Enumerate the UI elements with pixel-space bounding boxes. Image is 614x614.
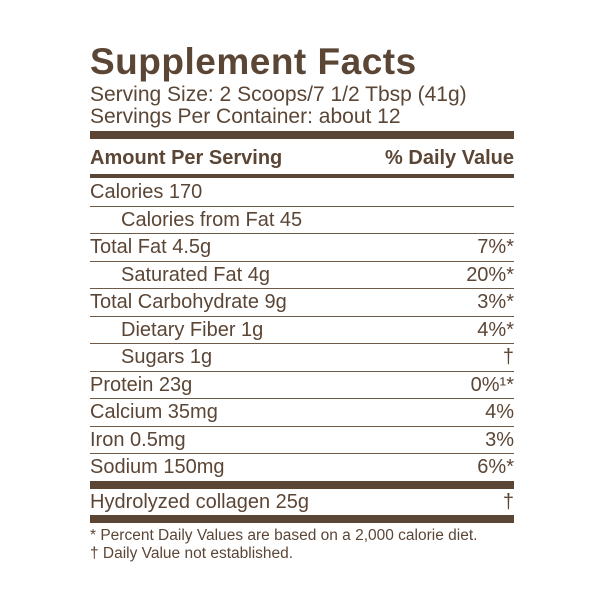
facts-rows: Calories 170 Calories from Fat 45 Total Fa… bbox=[90, 179, 514, 523]
fact-row-label: Calories from Fat 45 bbox=[121, 208, 303, 231]
fact-row: Calories 170 bbox=[90, 179, 514, 207]
panel-title: Supplement Facts bbox=[90, 41, 417, 82]
fact-row-value: 4%* bbox=[477, 318, 514, 341]
fact-row-value: 7%* bbox=[477, 236, 514, 258]
fact-row: Total Fat 4.5g 7%* bbox=[90, 234, 514, 262]
fact-row-label: Total Carbohydrate 9g bbox=[90, 291, 287, 313]
fact-row-value: † bbox=[502, 490, 514, 513]
fact-row-label: Dietary Fiber 1g bbox=[121, 318, 264, 341]
fact-row: Iron 0.5mg 3% bbox=[90, 427, 514, 454]
fact-row: Hydrolyzed collagen 25g † bbox=[90, 489, 514, 523]
fact-row-value: 6%* bbox=[477, 456, 514, 478]
fact-row-value: † bbox=[502, 346, 514, 368]
fact-row: Calories from Fat 45 bbox=[90, 207, 514, 234]
serving-size: Serving Size: 2 Scoops/7 1/2 Tbsp (41g) bbox=[90, 83, 467, 106]
footnote-daily-values: * Percent Daily Values are based on a 2,… bbox=[90, 527, 478, 544]
fact-row-label: Saturated Fat 4g bbox=[121, 263, 270, 286]
divider-thick-top bbox=[90, 131, 514, 139]
column-header-amount: Amount Per Serving bbox=[90, 147, 283, 169]
fact-row-label: Calories 170 bbox=[90, 181, 203, 203]
footnotes: * Percent Daily Values are based on a 2,… bbox=[90, 527, 514, 563]
fact-row-value: 4% bbox=[485, 401, 514, 423]
fact-row: Sodium 150mg 6%* bbox=[90, 454, 514, 489]
fact-row-value: 20%* bbox=[466, 263, 514, 286]
fact-row-label: Hydrolyzed collagen 25g bbox=[90, 490, 310, 513]
fact-row-value: 3%* bbox=[477, 291, 514, 313]
fact-row-label: Protein 23g bbox=[90, 373, 193, 396]
fact-row-value: 3% bbox=[485, 428, 514, 451]
column-header-row: Amount Per Serving % Daily Value bbox=[90, 139, 514, 174]
fact-row: Sugars 1g † bbox=[90, 344, 514, 372]
fact-row-label: Sodium 150mg bbox=[90, 456, 225, 478]
footnote-not-established: † Daily Value not established. bbox=[90, 545, 294, 562]
fact-row: Protein 23g 0%¹* bbox=[90, 372, 514, 399]
fact-row: Calcium 35mg 4% bbox=[90, 399, 514, 427]
fact-row-label: Calcium 35mg bbox=[90, 401, 218, 423]
column-header-daily-value: % Daily Value bbox=[385, 147, 514, 169]
fact-row: Total Carbohydrate 9g 3%* bbox=[90, 289, 514, 317]
fact-row-value: 0%¹* bbox=[470, 373, 514, 396]
divider-medium-header bbox=[90, 174, 514, 178]
fact-row: Saturated Fat 4g 20%* bbox=[90, 262, 514, 289]
fact-row-label: Sugars 1g bbox=[121, 346, 213, 368]
fact-row-label: Total Fat 4.5g bbox=[90, 236, 212, 258]
servings-per-container: Servings Per Container: about 12 bbox=[90, 105, 401, 128]
supplement-facts-panel: Supplement Facts Serving Size: 2 Scoops/… bbox=[90, 42, 514, 563]
fact-row: Dietary Fiber 1g 4%* bbox=[90, 317, 514, 344]
fact-row-label: Iron 0.5mg bbox=[90, 428, 186, 451]
